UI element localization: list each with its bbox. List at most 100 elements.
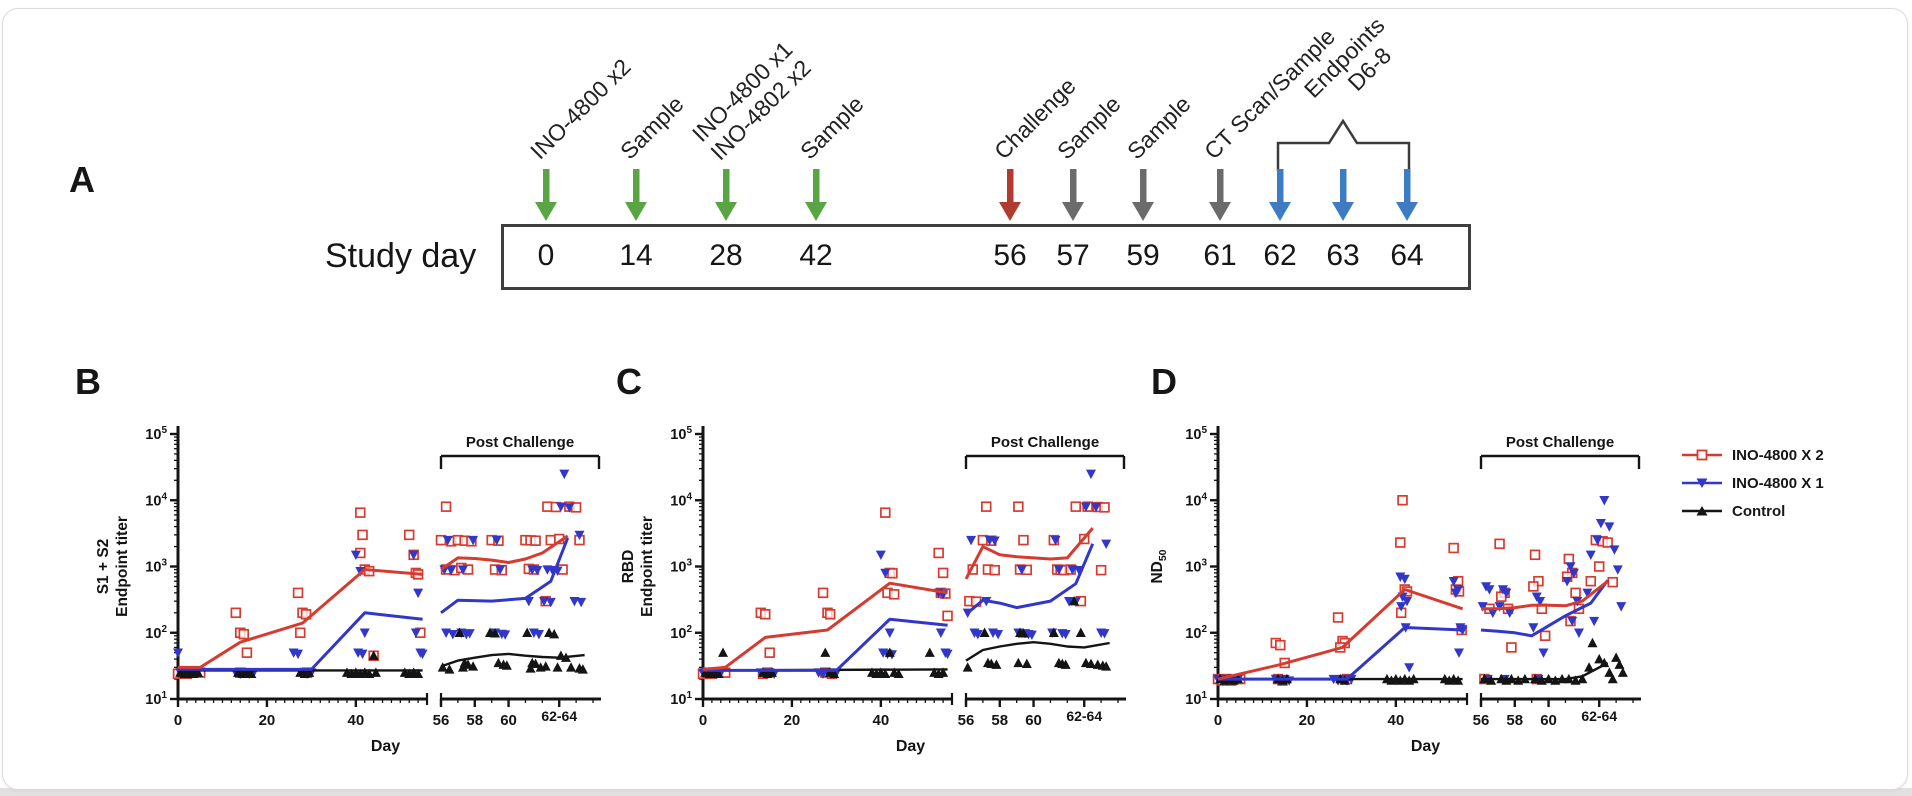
median-line-ino-4800-x-1 xyxy=(1218,579,1609,681)
down-arrow-icon xyxy=(805,169,827,221)
axes xyxy=(1216,426,1641,705)
panel-label-d: D xyxy=(1151,361,1177,402)
down-arrow-icon xyxy=(1062,169,1084,221)
post-challenge-bracket xyxy=(964,454,1126,469)
timeline-day-label: 63 xyxy=(1326,239,1360,272)
chart-panel-b: 101 102 103 104 105 0 20 40 56 58 60 62-64 Day S1 + S… xyxy=(95,425,601,755)
legend-label: Control xyxy=(1732,502,1786,520)
x-tick-label: 62-64 xyxy=(1066,708,1102,724)
timeline-arrow-day-64 xyxy=(1394,169,1420,221)
down-arrow-icon xyxy=(1269,169,1291,221)
x-tick-label: 56 xyxy=(1473,712,1490,729)
series-points-ino-4800-x-1 xyxy=(173,469,587,680)
panel-label-b: B xyxy=(75,361,101,402)
x-tick-label: 58 xyxy=(1506,712,1523,729)
x-tick-label: 0 xyxy=(699,712,707,729)
y-tick-label: 101 xyxy=(670,690,692,708)
chart-panel-d-container: 101 102 103 104 105 0 20 40 56 58 60 62-64 Day ND50 Po… xyxy=(1128,349,1688,779)
timeline-arrow-day-56 xyxy=(997,169,1023,221)
timeline-arrow-day-0 xyxy=(533,169,559,221)
down-arrow-icon xyxy=(1396,169,1418,221)
timeline-event-label: Sample xyxy=(1122,90,1196,165)
chart-panel-c: 101 102 103 104 105 0 20 40 56 58 60 62-64 Day RBD End… xyxy=(620,425,1126,755)
median-line-ino-4800-x-2 xyxy=(1217,580,1609,681)
y-axis-title: Endpoint titer xyxy=(114,516,131,617)
x-tick-label: 40 xyxy=(873,712,890,729)
legend-marker-up-triangle xyxy=(1682,506,1722,516)
median-line-ino-4800-x-1 xyxy=(703,543,1095,672)
median-line-ino-4800-x-1 xyxy=(178,537,570,671)
series-points-ino-4800-x-2 xyxy=(697,501,1110,680)
timeline-day-label: 64 xyxy=(1390,239,1424,272)
x-tick-label: 40 xyxy=(348,712,365,729)
timeline-day-label: 62 xyxy=(1263,239,1297,272)
timeline-arrow-day-59 xyxy=(1130,169,1156,221)
chart-panel-b-container: 101 102 103 104 105 0 20 40 56 58 60 62-64 Day S1 + S… xyxy=(88,349,648,779)
legend-item: INO-4800 X 2 xyxy=(1679,441,1824,469)
legend-label: INO-4800 X 2 xyxy=(1732,446,1824,464)
x-tick-label: 56 xyxy=(958,712,975,729)
timeline-day-label: 57 xyxy=(1056,239,1090,272)
panel-label-a: A xyxy=(69,159,95,200)
timeline-day-label: 28 xyxy=(709,239,743,272)
post-challenge-label: Post Challenge xyxy=(466,434,574,451)
y-tick-label: 105 xyxy=(1185,425,1207,443)
study-day-label: Study day xyxy=(325,237,477,275)
x-axis-title: Day xyxy=(896,738,925,755)
down-arrow-icon xyxy=(999,169,1021,221)
y-tick-label: 103 xyxy=(145,558,167,576)
post-challenge-bracket xyxy=(1479,454,1641,469)
legend-marker-open-square xyxy=(1682,449,1722,461)
x-axis-title: Day xyxy=(1411,738,1440,755)
timeline-day-label: 14 xyxy=(619,239,653,272)
y-tick-label: 101 xyxy=(145,690,167,708)
x-tick-label: 0 xyxy=(174,712,182,729)
x-axis-title: Day xyxy=(371,738,400,755)
timeline-arrow-day-61 xyxy=(1207,169,1233,221)
down-arrow-icon xyxy=(715,169,737,221)
x-tick-label: 62-64 xyxy=(541,708,577,724)
y-tick-label: 101 xyxy=(1185,690,1207,708)
timeline-day-box xyxy=(501,224,1471,290)
x-tick-label: 58 xyxy=(466,712,483,729)
chart-panel-c-container: 101 102 103 104 105 0 20 40 56 58 60 62-64 Day RBD End… xyxy=(613,349,1173,779)
y-axis-title: RBD xyxy=(620,550,637,584)
y-tick-label: 103 xyxy=(1185,558,1207,576)
series-points-ino-4800-x-2 xyxy=(1212,495,1618,686)
study-timeline: Study day Endpoints D6-8 0 INO-4800 x2 14 S… xyxy=(3,9,1912,319)
legend-item: INO-4800 X 1 xyxy=(1679,469,1824,497)
y-tick-label: 105 xyxy=(145,425,167,443)
chart-legend: INO-4800 X 2 INO-4800 X 1 Control xyxy=(1679,441,1824,525)
x-tick-label: 56 xyxy=(433,712,450,729)
post-challenge-label: Post Challenge xyxy=(1506,434,1614,451)
timeline-day-label: 56 xyxy=(993,239,1027,272)
y-tick-label: 102 xyxy=(670,624,692,642)
timeline-arrow-day-28 xyxy=(713,169,739,221)
timeline-event-label: Sample xyxy=(615,90,689,165)
figure-card: A B C D Study day Endpoints D6-8 0 INO-48… xyxy=(2,8,1908,790)
median-line-control xyxy=(702,641,1110,672)
down-arrow-icon xyxy=(1209,169,1231,221)
y-tick-label: 104 xyxy=(670,491,692,509)
legend-item: Control xyxy=(1679,497,1824,525)
y-tick-label: 104 xyxy=(145,491,167,509)
y-axis-title: Endpoint titer xyxy=(639,516,656,617)
down-arrow-icon xyxy=(1332,169,1354,221)
y-tick-label: 102 xyxy=(145,624,167,642)
down-arrow-icon xyxy=(1132,169,1154,221)
x-tick-label: 60 xyxy=(1540,712,1557,729)
timeline-day-label: 0 xyxy=(537,239,555,272)
y-tick-label: 102 xyxy=(1185,624,1207,642)
down-arrow-icon xyxy=(625,169,647,221)
series-points-control xyxy=(700,595,1112,679)
y-tick-label: 104 xyxy=(1185,491,1207,509)
post-challenge-bracket xyxy=(439,454,601,469)
y-axis-title: S1 + S2 xyxy=(95,539,112,595)
timeline-day-label: 59 xyxy=(1126,239,1160,272)
timeline-day-label: 61 xyxy=(1203,239,1237,272)
y-axis-title: ND50 xyxy=(1149,549,1169,583)
axes xyxy=(701,426,1126,705)
timeline-arrow-day-42 xyxy=(803,169,829,221)
x-tick-label: 60 xyxy=(1025,712,1042,729)
